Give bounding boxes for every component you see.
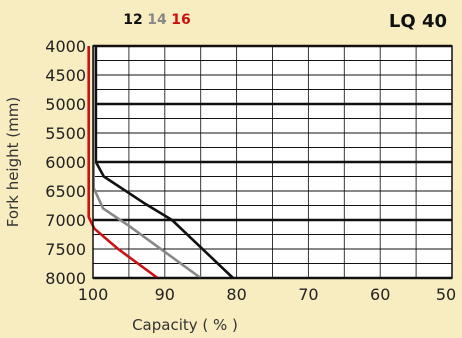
chart-title: LQ 40 <box>389 11 447 32</box>
legend-item-12: 12 <box>123 12 142 28</box>
legend-item-16: 16 <box>171 12 190 28</box>
y-tick-label: 7500 <box>45 240 86 259</box>
y-axis-title: Fork height (mm) <box>4 97 22 227</box>
series-line-16 <box>87 46 159 280</box>
y-tick-label: 6000 <box>45 153 86 172</box>
y-tick-labels: 4000 4500 5000 5500 6000 6500 7000 7500 8000 <box>45 37 86 288</box>
y-tick-label: 8000 <box>45 269 86 288</box>
series-line-12 <box>94 46 234 279</box>
legend: 12 14 16 <box>123 12 190 28</box>
y-tick-label: 7000 <box>45 211 86 230</box>
x-tick-label: 60 <box>370 285 390 304</box>
x-tick-label: 70 <box>298 285 318 304</box>
y-tick-label: 5000 <box>45 95 86 114</box>
y-tick-label: 4500 <box>45 66 86 85</box>
x-tick-label: 50 <box>436 285 456 304</box>
x-tick-label: 100 <box>78 285 109 304</box>
x-tick-label: 80 <box>226 285 246 304</box>
y-tick-label: 4000 <box>45 37 86 56</box>
legend-item-14: 14 <box>147 12 167 28</box>
x-tick-labels: 100 90 80 70 60 50 <box>78 285 456 304</box>
x-axis-title: Capacity ( % ) <box>132 316 238 334</box>
x-tick-label: 90 <box>155 285 175 304</box>
plot-frame <box>92 45 453 279</box>
y-tick-label: 6500 <box>45 182 86 201</box>
y-tick-label: 5500 <box>45 124 86 143</box>
